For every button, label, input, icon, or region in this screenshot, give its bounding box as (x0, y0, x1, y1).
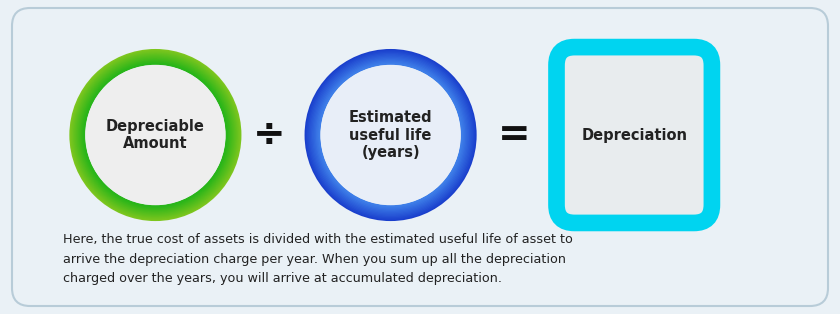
Text: Depreciation: Depreciation (581, 127, 687, 143)
Text: Depreciable
Amount: Depreciable Amount (106, 119, 205, 151)
Text: Here, the true cost of assets is divided with the estimated useful life of asset: Here, the true cost of assets is divided… (63, 233, 573, 285)
Circle shape (321, 65, 460, 205)
Text: Estimated
useful life
(years): Estimated useful life (years) (349, 110, 433, 160)
Circle shape (86, 65, 225, 205)
FancyBboxPatch shape (557, 47, 712, 223)
Text: =: = (498, 116, 530, 154)
FancyBboxPatch shape (12, 8, 828, 306)
Text: ÷: ÷ (253, 116, 285, 154)
